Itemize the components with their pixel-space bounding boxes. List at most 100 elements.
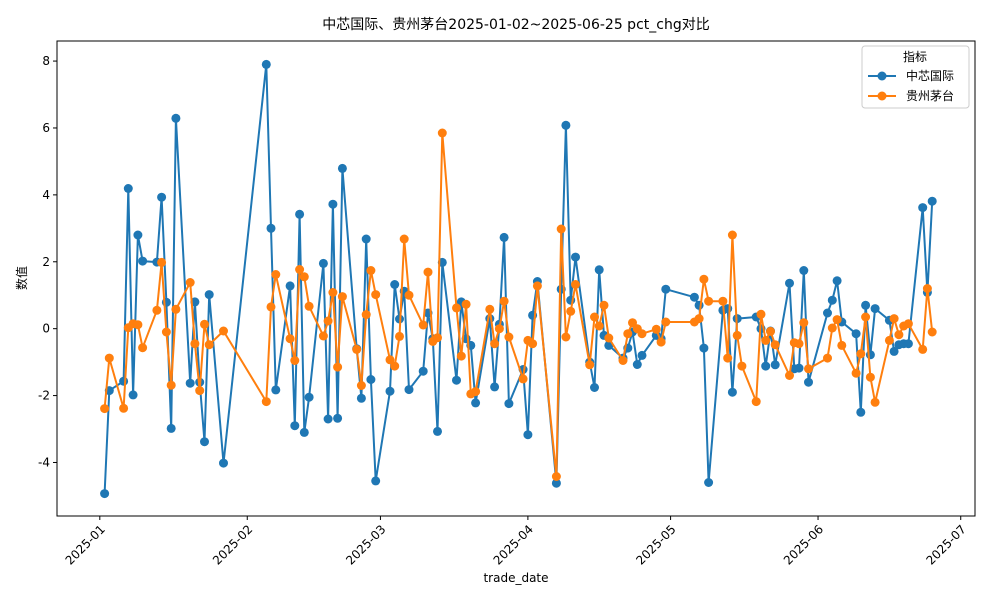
data-point: [865, 372, 875, 382]
y-tick-label: -2: [38, 389, 50, 403]
data-point: [295, 265, 305, 274]
data-point: [727, 230, 737, 240]
data-point: [604, 333, 614, 343]
data-point: [304, 392, 314, 402]
data-point: [119, 376, 129, 386]
data-point: [452, 375, 461, 385]
series-1: [100, 59, 937, 499]
data-point: [219, 458, 228, 468]
data-point: [499, 232, 509, 242]
x-tick-label: 2025-06: [781, 522, 826, 567]
data-point: [727, 387, 737, 397]
data-point: [594, 265, 604, 275]
data-point: [561, 332, 571, 342]
data-point: [361, 310, 371, 320]
data-point: [261, 397, 271, 407]
data-point: [190, 339, 200, 349]
legend-box: [861, 45, 970, 109]
data-point: [356, 381, 366, 390]
x-tick-label: 2025-04: [491, 522, 536, 567]
data-point: [518, 374, 528, 384]
data-point: [861, 300, 871, 310]
data-point: [870, 397, 880, 407]
data-point: [404, 385, 414, 395]
data-point: [556, 224, 566, 234]
data-point: [599, 300, 609, 310]
data-point: [395, 331, 404, 341]
y-axis-label: 数值: [14, 266, 29, 290]
data-point: [723, 353, 733, 363]
data-point: [371, 476, 381, 486]
data-point: [903, 339, 913, 349]
legend-label: 贵州茅台: [906, 88, 954, 103]
data-point: [656, 337, 666, 347]
data-point: [352, 344, 362, 354]
data-point: [390, 280, 400, 289]
data-point: [138, 343, 148, 353]
data-point: [200, 319, 209, 329]
y-axis: -4 -2 0 2 4 6 8: [38, 54, 57, 469]
data-point: [761, 335, 771, 345]
data-point: [171, 113, 181, 123]
data-point: [718, 296, 728, 306]
data-point: [571, 280, 580, 289]
data-point: [328, 288, 338, 297]
data-point: [204, 340, 214, 350]
data-point: [471, 387, 481, 397]
data-point: [323, 414, 333, 424]
data-point: [385, 355, 395, 365]
data-point: [761, 361, 771, 371]
data-point: [851, 329, 861, 339]
data-point: [171, 304, 181, 314]
data-point: [661, 317, 671, 327]
data-point: [594, 321, 604, 331]
data-point: [157, 257, 167, 267]
data-point: [504, 399, 514, 409]
y-tick-label: 2: [42, 255, 50, 269]
data-point: [618, 356, 628, 365]
data-point: [699, 274, 709, 284]
data-point: [689, 292, 699, 302]
data-point: [366, 375, 376, 384]
data-point: [637, 329, 647, 339]
data-point: [361, 234, 371, 244]
chart-title: 中芯国际、贵州茅台2025-01-02~2025-06-25 pct_chg对比: [322, 17, 709, 33]
data-point: [823, 308, 832, 318]
data-point: [732, 330, 742, 340]
data-point: [628, 318, 637, 328]
data-point: [433, 333, 442, 343]
data-point: [590, 383, 599, 392]
x-tick-label: 2025-01: [63, 522, 108, 567]
data-point: [133, 230, 143, 240]
data-point: [694, 300, 704, 310]
data-point: [285, 334, 295, 344]
legend-title: 指标: [903, 49, 927, 64]
data-point: [490, 339, 500, 349]
data-point: [304, 301, 314, 311]
data-point: [371, 290, 381, 300]
data-point: [637, 350, 647, 360]
data-point: [328, 199, 338, 209]
x-axis-label: trade_date: [483, 571, 548, 585]
data-point: [884, 335, 894, 345]
data-point: [590, 312, 599, 322]
data-point: [290, 421, 300, 431]
data-point: [571, 252, 580, 262]
data-point: [794, 363, 804, 373]
data-point: [704, 296, 714, 306]
data-point: [128, 390, 138, 400]
data-point: [266, 302, 276, 312]
data-point: [152, 305, 162, 315]
data-point: [390, 361, 400, 371]
data-point: [856, 407, 866, 417]
data-point: [785, 371, 794, 380]
data-point: [138, 256, 148, 266]
data-point: [756, 309, 766, 319]
data-point: [333, 413, 343, 423]
data-point: [566, 306, 576, 316]
data-point: [356, 393, 366, 403]
data-point: [123, 184, 133, 193]
data-point: [528, 339, 538, 349]
